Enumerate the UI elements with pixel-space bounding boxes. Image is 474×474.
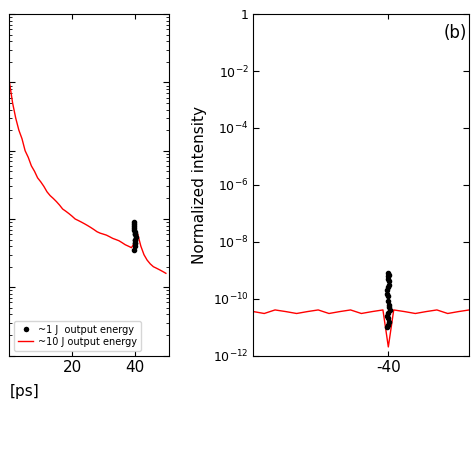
- Text: (b): (b): [443, 25, 467, 43]
- Y-axis label: Normalized intensity: Normalized intensity: [192, 106, 207, 264]
- Text: [ps]: [ps]: [9, 384, 39, 399]
- Legend: ~1 J  output energy, ~10 J output energy: ~1 J output energy, ~10 J output energy: [14, 321, 141, 351]
